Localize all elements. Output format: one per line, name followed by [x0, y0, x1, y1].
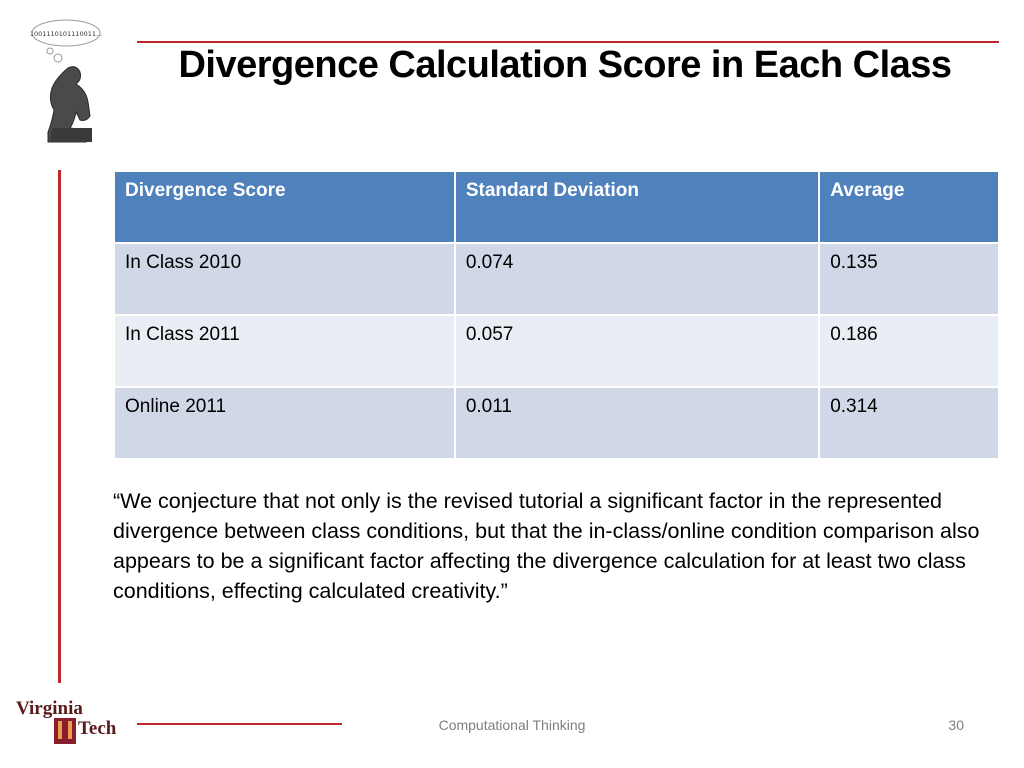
- column-header-divergence-score: Divergence Score: [113, 170, 456, 244]
- footer-divider-line: [137, 723, 342, 725]
- table-header-row: Divergence Score Standard Deviation Aver…: [113, 170, 1000, 244]
- table-cell: Online 2011: [113, 386, 456, 460]
- top-divider-line: [137, 41, 999, 43]
- table-row: Online 2011 0.011 0.314: [113, 386, 1000, 460]
- thought-bubble-text: 1001110101110011...: [30, 30, 102, 38]
- table-cell: 0.186: [818, 314, 1000, 388]
- table-row: In Class 2010 0.074 0.135: [113, 242, 1000, 316]
- logo-virginia-text: Virginia: [16, 698, 83, 719]
- table-cell: 0.135: [818, 242, 1000, 316]
- footer-course-title: Computational Thinking: [438, 717, 586, 733]
- left-divider-line: [58, 170, 61, 683]
- conjecture-quote: “We conjecture that not only is the revi…: [113, 489, 980, 603]
- table-cell: In Class 2010: [113, 242, 456, 316]
- table-cell: 0.011: [453, 386, 821, 460]
- thinker-statue-icon: 1001110101110011...: [30, 19, 102, 143]
- table-row: In Class 2011 0.057 0.186: [113, 314, 1000, 388]
- virginia-tech-logo: Virginia Tech: [16, 698, 117, 744]
- column-header-standard-deviation: Standard Deviation: [453, 170, 821, 244]
- divergence-score-table: Divergence Score Standard Deviation Aver…: [113, 170, 1000, 460]
- slide-page-number: 30: [948, 717, 964, 733]
- table-cell: 0.074: [453, 242, 821, 316]
- logo-tech-text: Tech: [78, 718, 117, 739]
- table-cell: In Class 2011: [113, 314, 456, 388]
- column-header-average: Average: [818, 170, 1000, 244]
- slide-title: Divergence Calculation Score in Each Cla…: [178, 44, 952, 86]
- table-cell: 0.314: [818, 386, 1000, 460]
- table-cell: 0.057: [453, 314, 821, 388]
